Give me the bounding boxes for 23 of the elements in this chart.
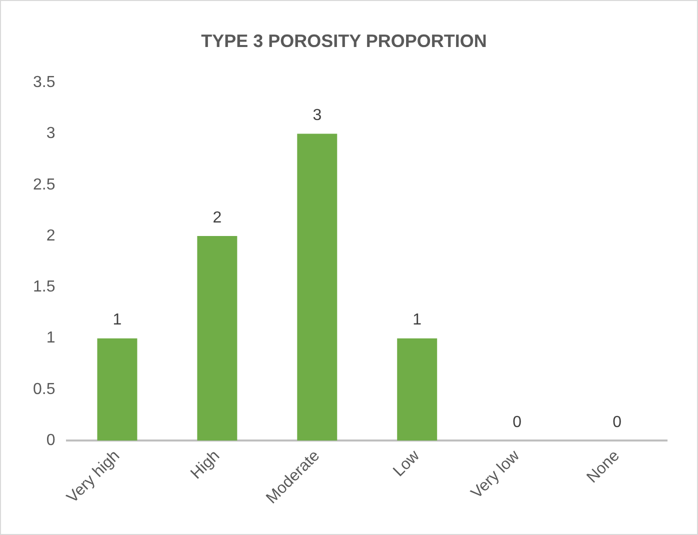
y-tick-label: 3.5 bbox=[32, 74, 56, 92]
data-label: 0 bbox=[512, 414, 522, 432]
bar bbox=[197, 236, 238, 441]
bar bbox=[97, 338, 138, 441]
y-tick-label: 0.5 bbox=[32, 380, 56, 398]
y-tick-label: 2 bbox=[46, 227, 56, 244]
data-label: 2 bbox=[212, 209, 222, 226]
y-tick-label: 1.5 bbox=[32, 278, 56, 296]
x-tick-label: High bbox=[188, 447, 224, 483]
chart-title: TYPE 3 POROSITY PROPORTION bbox=[201, 30, 487, 51]
data-label: 0 bbox=[612, 414, 622, 432]
data-label: 3 bbox=[312, 107, 322, 124]
bar bbox=[397, 338, 438, 441]
data-label: 1 bbox=[112, 312, 122, 329]
data-label: 1 bbox=[412, 312, 422, 329]
y-tick-label: 2.5 bbox=[32, 176, 56, 194]
bar bbox=[297, 134, 338, 441]
x-tick-label: Low bbox=[390, 447, 424, 480]
y-tick-label: 1 bbox=[46, 330, 56, 347]
y-tick-label: 3 bbox=[46, 125, 56, 142]
y-tick-label: 0 bbox=[46, 432, 56, 450]
x-tick-label: Very low bbox=[468, 447, 524, 502]
x-tick-label: Very high bbox=[64, 447, 124, 507]
